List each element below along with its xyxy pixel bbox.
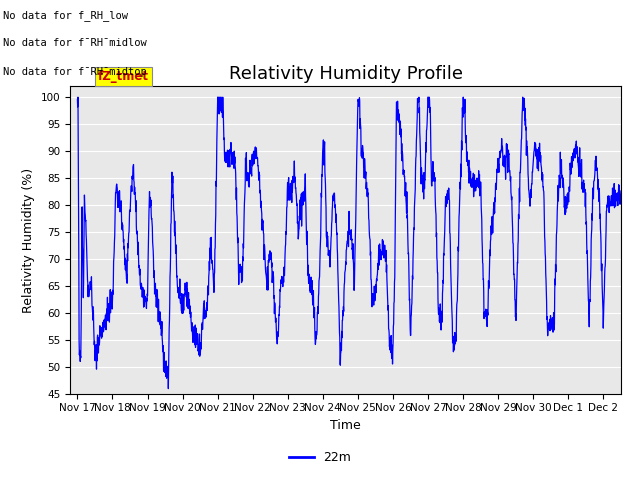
- Text: fZ_tmet: fZ_tmet: [98, 71, 149, 84]
- Text: No data for f¯RH¯midtop: No data for f¯RH¯midtop: [3, 67, 147, 77]
- Legend: 22m: 22m: [284, 446, 356, 469]
- X-axis label: Time: Time: [330, 419, 361, 432]
- Text: No data for f¯RH¯midlow: No data for f¯RH¯midlow: [3, 38, 147, 48]
- Y-axis label: Relativity Humidity (%): Relativity Humidity (%): [22, 168, 35, 312]
- Title: Relativity Humidity Profile: Relativity Humidity Profile: [228, 65, 463, 84]
- Text: No data for f_RH_low: No data for f_RH_low: [3, 10, 128, 21]
